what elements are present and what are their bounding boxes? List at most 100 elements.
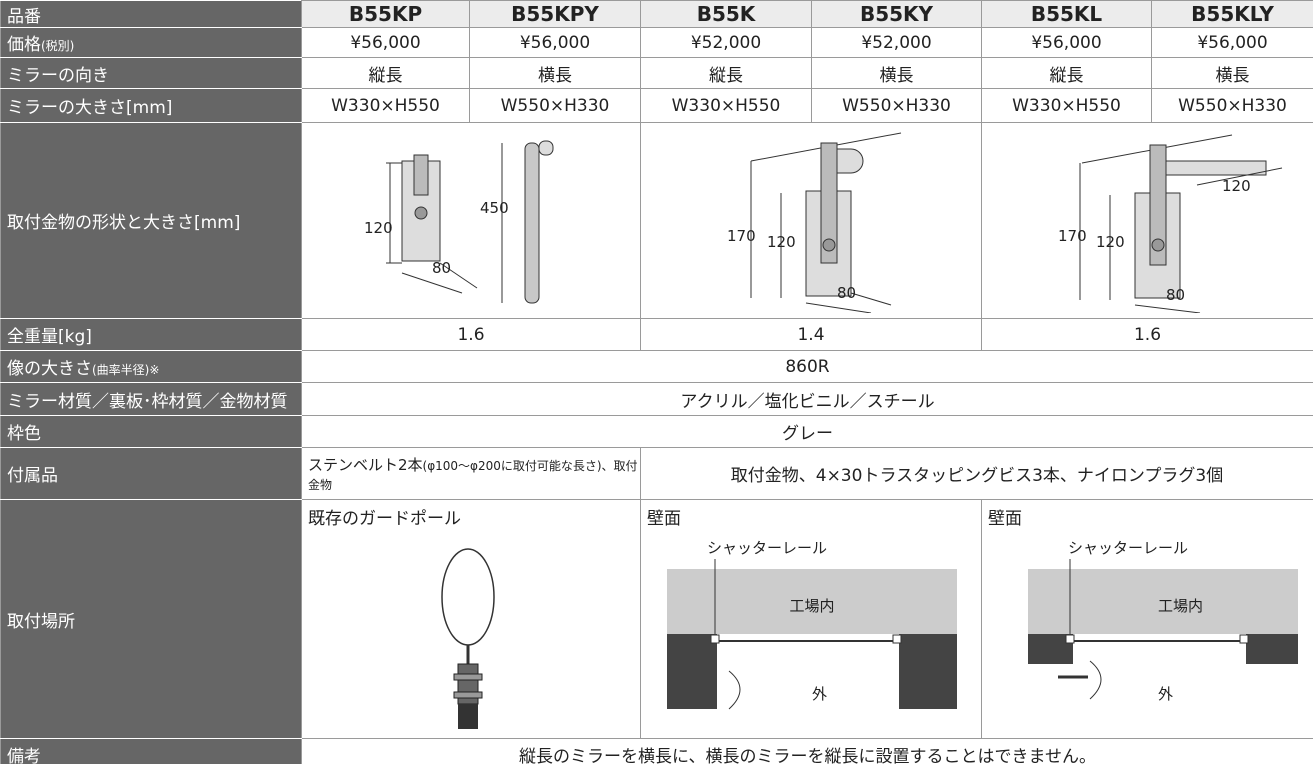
shape [899, 634, 957, 709]
location-cell: 既存のガードポール [301, 499, 641, 739]
cell: 横長 [1151, 57, 1313, 89]
cell: ¥52,000 [811, 27, 982, 58]
cell: ¥56,000 [469, 27, 641, 58]
dim: 170 [1058, 227, 1087, 245]
row-label: 像の大きさ(曲率半径)※ [0, 350, 302, 383]
row-label: 全重量[kg] [0, 318, 302, 351]
cell: アクリル／塩化ビニル／スチール [301, 382, 1313, 416]
shape [441, 548, 495, 646]
cell: ¥56,000 [981, 27, 1152, 58]
cell: 縦長 [981, 57, 1152, 89]
cell: 1.6 [301, 318, 641, 351]
dim: 80 [1166, 286, 1185, 304]
note: (φ100～φ200に取付可能な長さ)、取付金物 [308, 459, 638, 492]
shape: 価格(税別) ¥56,000 ¥56,000 ¥52,000 ¥52,000 ¥56,00… [0, 27, 1313, 58]
cell: W550×H330 [1151, 88, 1313, 123]
label: 像の大きさ [7, 359, 92, 379]
cell: W330×H550 [640, 88, 812, 123]
shape [710, 634, 720, 644]
cell: 横長 [811, 57, 982, 89]
shape: 像の大きさ(曲率半径)※ 860R [0, 350, 1313, 383]
shape [1246, 634, 1298, 664]
model-header: B55KLY [1151, 0, 1313, 28]
shape [820, 142, 838, 264]
shape: ミラー材質／裏板･枠材質／金物材質 アクリル／塩化ビニル／スチール [0, 382, 1313, 416]
shape [850, 292, 892, 306]
cell: 取付金物、4×30トラスタッピングビス3本、ナイロンプラグ3個 [640, 447, 1313, 500]
bracket-diagram: 170 120 80 [727, 132, 902, 314]
shape: ミラーの向き 縦長 横長 縦長 横長 縦長 横長 [0, 57, 1313, 89]
cell: 1.6 [981, 318, 1313, 351]
label-note: (税別) [41, 39, 75, 53]
wall-diagram: 工場内 シャッターレール 外 [1028, 539, 1298, 703]
shape [822, 238, 836, 252]
text: ステンベルト2本 [308, 456, 423, 474]
shape [414, 206, 428, 220]
cell: ¥52,000 [640, 27, 812, 58]
shape [453, 673, 483, 681]
header-row: 品番 B55KP B55KPY B55K B55KY B55KL B55KLY [0, 0, 1313, 28]
location-cell: 壁面 工場内 シャッターレール 外 [981, 499, 1313, 739]
shape [1151, 238, 1165, 252]
cell: W330×H550 [981, 88, 1152, 123]
cell: 1.4 [640, 318, 982, 351]
shape [667, 634, 717, 709]
dim: 120 [1096, 233, 1125, 251]
row-label: ミラーの向き [0, 57, 302, 89]
row-label: 取付金物の形状と大きさ[mm] [0, 122, 302, 319]
cell: 縦長 [301, 57, 470, 89]
cell: W330×H550 [301, 88, 470, 123]
dim: 80 [837, 284, 856, 302]
cell: 縦長 [640, 57, 812, 89]
shape: ミラーの大きさ[mm] W330×H550 W550×H330 W330×H550 W5… [0, 88, 1313, 123]
row-label: 取付場所 [0, 499, 302, 739]
shape [1165, 160, 1267, 176]
bracket-cell: 170 120 80 [640, 122, 982, 319]
cell: ¥56,000 [1151, 27, 1313, 58]
row-label: ミラー材質／裏板･枠材質／金物材質 [0, 382, 302, 416]
wall-diagram: 工場内 シャッターレール 外 [667, 539, 957, 710]
cell: グレー [301, 415, 1313, 448]
location-title: 壁面 [988, 509, 1022, 529]
label-note: (曲率半径)※ [92, 363, 160, 377]
shape [401, 272, 463, 294]
dim: 80 [432, 259, 451, 277]
model-header: B55KL [981, 0, 1152, 28]
shape: 備考 縦長のミラーを横長に、横長のミラーを縦長に設置することはできません。 [0, 738, 1313, 764]
cell: 860R [301, 350, 1313, 383]
location-cell: 壁面 工場内 シャッターレール 外 [640, 499, 982, 739]
bracket-diagram: 170 120 120 80 [1058, 134, 1283, 314]
shape: 付属品 ステンベルト2本(φ100～φ200に取付可能な長さ)、取付金物 取付金… [0, 447, 1313, 500]
shape [413, 154, 429, 196]
bracket-cell: 120 80 450 [301, 122, 641, 319]
model-header: B55KY [811, 0, 982, 28]
row-label: 品番 [0, 0, 302, 28]
shape [1134, 304, 1201, 314]
shape [805, 302, 872, 314]
model-header: B55KPY [469, 0, 641, 28]
rail: シャッターレール [707, 539, 827, 557]
inside: 工場内 [789, 597, 834, 615]
model-header: B55KP [301, 0, 470, 28]
row-label: 枠色 [0, 415, 302, 448]
shape [1028, 569, 1298, 634]
outside: 外 [812, 685, 827, 703]
row-label: 備考 [0, 738, 302, 764]
shape [1089, 660, 1102, 700]
dim: 170 [727, 227, 756, 245]
shape [524, 142, 540, 304]
row-label: 付属品 [0, 447, 302, 500]
cell: W550×H330 [469, 88, 641, 123]
dim: 120 [767, 233, 796, 251]
shape [458, 704, 478, 729]
inside: 工場内 [1158, 597, 1203, 615]
location-title: 既存のガードポール [308, 509, 461, 529]
shape [1065, 634, 1075, 644]
shape: 枠色 グレー [0, 415, 1313, 448]
cell: 横長 [469, 57, 641, 89]
shape [439, 262, 478, 289]
bracket-diagram: 120 80 450 [364, 140, 554, 304]
cell: 縦長のミラーを横長に、横長のミラーを縦長に設置することはできません。 [301, 738, 1313, 764]
